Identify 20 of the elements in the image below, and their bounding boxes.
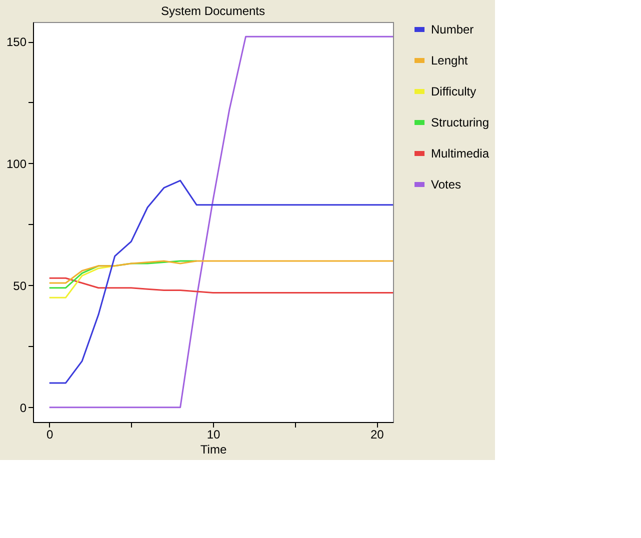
x-axis-title: Time <box>200 442 227 456</box>
legend-label: Lenght <box>431 54 468 68</box>
y-tick-label: 150 <box>6 35 27 50</box>
y-tick-label: 50 <box>13 278 27 293</box>
x-tick-label: 10 <box>206 428 220 442</box>
line-series <box>48 265 116 298</box>
legend-label: Votes <box>431 178 462 192</box>
line-series <box>48 36 394 408</box>
y-tick-label: 0 <box>20 400 27 415</box>
legend-label: Number <box>431 22 474 36</box>
line-series <box>48 260 394 284</box>
legend-label: Difficulty <box>431 84 476 98</box>
x-tick-label: 20 <box>370 428 384 442</box>
y-tick-label: 100 <box>6 156 27 171</box>
x-tick-label: 0 <box>46 428 54 442</box>
legend-label: Multimedia <box>431 146 490 160</box>
chart-title: System Documents <box>160 4 266 18</box>
line-series <box>48 180 394 384</box>
legend-label: Structuring <box>431 116 490 130</box>
line-series <box>48 277 394 294</box>
